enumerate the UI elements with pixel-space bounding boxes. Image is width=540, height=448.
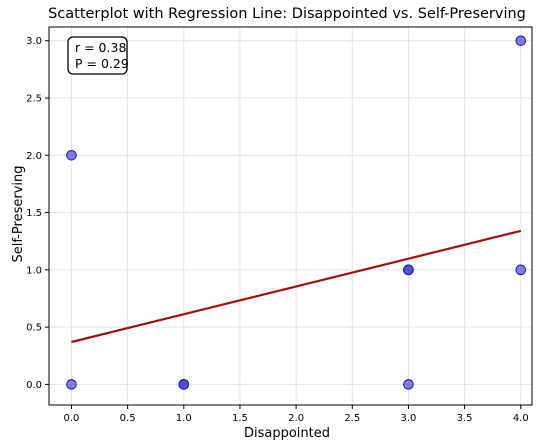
x-tick-label: 3.0 bbox=[400, 413, 416, 424]
tick-layer: 0.0 0.5 1.0 1.5 2.0 2.5 3.0 3.5 4.0 0.0 0.5 1.0 1.5 2… bbox=[26, 36, 529, 424]
y-tick-label: 0.0 bbox=[26, 380, 42, 391]
x-axis-title: Disappointed bbox=[244, 426, 330, 441]
x-tick-label: 2.0 bbox=[288, 413, 304, 424]
stats-annotation: r = 0.38 P = 0.29 bbox=[67, 36, 129, 75]
r-value-label: r = 0.38 bbox=[75, 40, 126, 55]
scatter-point bbox=[403, 264, 414, 276]
scatter-point bbox=[66, 379, 77, 390]
scatter-point bbox=[515, 35, 527, 47]
x-tick-label: 1.0 bbox=[176, 413, 192, 424]
y-tick-label: 2.0 bbox=[26, 151, 42, 162]
scatter-point bbox=[515, 264, 527, 276]
point-layer bbox=[66, 35, 527, 390]
x-tick-label: 4.0 bbox=[513, 413, 529, 424]
y-tick-label: 1.0 bbox=[26, 265, 42, 276]
x-tick-label: 2.5 bbox=[344, 413, 360, 424]
regression-line bbox=[71, 229, 522, 344]
scatter-point bbox=[403, 379, 414, 390]
x-tick-label: 1.5 bbox=[232, 413, 248, 424]
x-tick-label: 3.5 bbox=[457, 413, 473, 424]
x-tick-label: 0.5 bbox=[120, 413, 136, 424]
y-axis-title: Self-Preserving bbox=[11, 166, 26, 263]
p-value-label: P = 0.29 bbox=[75, 56, 129, 71]
scatter-point bbox=[66, 149, 77, 161]
y-tick-label: 2.5 bbox=[26, 94, 42, 105]
y-tick-label: 0.5 bbox=[26, 323, 42, 334]
regression-line-layer bbox=[71, 229, 522, 344]
y-tick-label: 3.0 bbox=[26, 36, 42, 47]
y-tick-label: 1.5 bbox=[26, 208, 42, 219]
chart-title: Scatterplot with Regression Line: Disapp… bbox=[48, 6, 526, 22]
grid bbox=[49, 27, 532, 405]
x-tick-label: 0.0 bbox=[64, 413, 80, 424]
stats-box bbox=[67, 36, 128, 75]
scatter-point bbox=[178, 379, 190, 390]
plot-frame bbox=[48, 26, 533, 406]
